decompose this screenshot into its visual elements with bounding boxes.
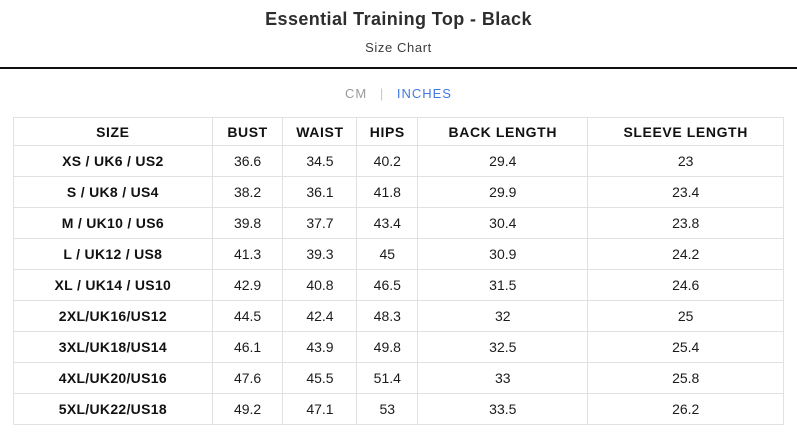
- size-cell: 2XL/UK16/US12: [13, 300, 213, 332]
- column-header: SIZE: [13, 117, 213, 146]
- measurement-cell: 40.8: [282, 269, 358, 301]
- measurement-cell: 49.8: [356, 331, 419, 363]
- measurement-cell: 38.2: [211, 176, 284, 208]
- size-cell: S / UK8 / US4: [13, 176, 213, 208]
- measurement-cell: 41.8: [356, 176, 419, 208]
- size-cell: XL / UK14 / US10: [13, 269, 213, 301]
- column-header: BUST: [211, 117, 284, 146]
- measurement-cell: 49.2: [211, 393, 284, 425]
- measurement-cell: 32: [417, 300, 589, 332]
- table-row: L / UK12 / US8 41.3 39.3 45 30.9 24.2: [13, 238, 784, 270]
- table-header: SIZE BUST WAIST HIPS BACK LENGTH SLEEVE LENGT…: [13, 117, 784, 146]
- cm-toggle-button[interactable]: CM: [345, 86, 368, 101]
- measurement-cell: 26.2: [587, 393, 784, 425]
- table-row: S / UK8 / US4 38.2 36.1 41.8 29.9 23.4: [13, 176, 784, 208]
- measurement-cell: 51.4: [356, 362, 419, 394]
- table-row: 3XL/UK18/US14 46.1 43.9 49.8 32.5 25.4: [13, 331, 784, 363]
- measurement-cell: 31.5: [417, 269, 589, 301]
- measurement-cell: 46.5: [356, 269, 419, 301]
- measurement-cell: 36.6: [211, 145, 284, 177]
- unit-toggle: CM | INCHES: [0, 86, 797, 101]
- measurement-cell: 45: [356, 238, 419, 270]
- column-header: HIPS: [356, 117, 419, 146]
- page-subtitle: Size Chart: [365, 40, 432, 55]
- measurement-cell: 43.4: [356, 207, 419, 239]
- measurement-cell: 33: [417, 362, 589, 394]
- table-row: XL / UK14 / US10 42.9 40.8 46.5 31.5 24.6: [13, 269, 784, 301]
- column-header: SLEEVE LENGTH: [587, 117, 784, 146]
- column-header: BACK LENGTH: [417, 117, 589, 146]
- table-row: XS / UK6 / US2 36.6 34.5 40.2 29.4 23: [13, 145, 784, 177]
- size-cell: M / UK10 / US6: [13, 207, 213, 239]
- page-title: Essential Training Top - Black: [265, 9, 532, 29]
- measurement-cell: 24.6: [587, 269, 784, 301]
- measurement-cell: 45.5: [282, 362, 358, 394]
- table-header-row: SIZE BUST WAIST HIPS BACK LENGTH SLEEVE LENGT…: [13, 117, 784, 146]
- table-row: 2XL/UK16/US12 44.5 42.4 48.3 32 25: [13, 300, 784, 332]
- measurement-cell: 29.9: [417, 176, 589, 208]
- header: Essential Training Top - Black Size Char…: [0, 0, 797, 55]
- size-cell: 5XL/UK22/US18: [13, 393, 213, 425]
- measurement-cell: 34.5: [282, 145, 358, 177]
- measurement-cell: 23: [587, 145, 784, 177]
- size-cell: XS / UK6 / US2: [13, 145, 213, 177]
- measurement-cell: 30.9: [417, 238, 589, 270]
- size-chart-table: SIZE BUST WAIST HIPS BACK LENGTH SLEEVE LENGT…: [13, 117, 784, 425]
- measurement-cell: 40.2: [356, 145, 419, 177]
- column-header: WAIST: [282, 117, 358, 146]
- table-body: XS / UK6 / US2 36.6 34.5 40.2 29.4 23 S / UK8 …: [13, 145, 784, 425]
- measurement-cell: 44.5: [211, 300, 284, 332]
- measurement-cell: 39.8: [211, 207, 284, 239]
- size-cell: 3XL/UK18/US14: [13, 331, 213, 363]
- measurement-cell: 42.9: [211, 269, 284, 301]
- unit-toggle-separator: |: [379, 86, 385, 101]
- measurement-cell: 42.4: [282, 300, 358, 332]
- measurement-cell: 37.7: [282, 207, 358, 239]
- measurement-cell: 48.3: [356, 300, 419, 332]
- measurement-cell: 32.5: [417, 331, 589, 363]
- table-row: M / UK10 / US6 39.8 37.7 43.4 30.4 23.8: [13, 207, 784, 239]
- measurement-cell: 29.4: [417, 145, 589, 177]
- measurement-cell: 43.9: [282, 331, 358, 363]
- measurement-cell: 47.1: [282, 393, 358, 425]
- measurement-cell: 23.8: [587, 207, 784, 239]
- table-row: 5XL/UK22/US18 49.2 47.1 53 33.5 26.2: [13, 393, 784, 425]
- size-cell: L / UK12 / US8: [13, 238, 213, 270]
- measurement-cell: 41.3: [211, 238, 284, 270]
- measurement-cell: 36.1: [282, 176, 358, 208]
- measurement-cell: 46.1: [211, 331, 284, 363]
- inches-toggle-button[interactable]: INCHES: [396, 86, 452, 101]
- measurement-cell: 23.4: [587, 176, 784, 208]
- measurement-cell: 33.5: [417, 393, 589, 425]
- table-row: 4XL/UK20/US16 47.6 45.5 51.4 33 25.8: [13, 362, 784, 394]
- size-cell: 4XL/UK20/US16: [13, 362, 213, 394]
- measurement-cell: 24.2: [587, 238, 784, 270]
- measurement-cell: 47.6: [211, 362, 284, 394]
- measurement-cell: 39.3: [282, 238, 358, 270]
- measurement-cell: 25.8: [587, 362, 784, 394]
- measurement-cell: 30.4: [417, 207, 589, 239]
- measurement-cell: 53: [356, 393, 419, 425]
- measurement-cell: 25: [587, 300, 784, 332]
- measurement-cell: 25.4: [587, 331, 784, 363]
- header-divider: [0, 67, 797, 69]
